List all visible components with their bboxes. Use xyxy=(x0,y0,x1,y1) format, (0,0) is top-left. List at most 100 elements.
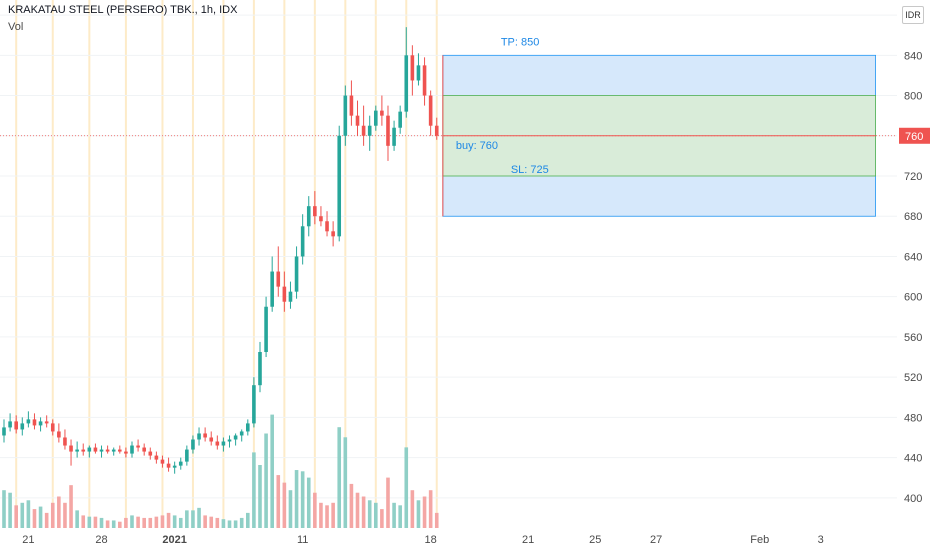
volume-bar xyxy=(239,517,244,528)
candle-body xyxy=(349,95,354,116)
candle-body xyxy=(148,451,153,456)
session-band xyxy=(191,0,194,528)
candle-body xyxy=(227,439,232,442)
candle-body xyxy=(361,125,366,136)
candle-body xyxy=(300,226,305,257)
candle-body xyxy=(386,115,390,146)
session-band xyxy=(15,0,18,528)
candle-body xyxy=(270,271,274,307)
volume-bar xyxy=(416,500,421,528)
candle-body xyxy=(258,352,262,386)
currency-badge[interactable]: IDR xyxy=(902,6,924,24)
volume-bar xyxy=(398,505,402,528)
candle-body xyxy=(373,110,378,126)
volume-bar xyxy=(172,515,177,528)
candle-body xyxy=(276,271,281,287)
candle-body xyxy=(337,135,342,237)
volume-bar xyxy=(252,452,256,528)
candle-body xyxy=(246,423,250,432)
candle-body xyxy=(130,445,134,454)
candle-body xyxy=(215,441,220,446)
y-tick-label: 600 xyxy=(904,292,922,304)
candle-body xyxy=(136,445,140,448)
candle-body xyxy=(75,449,79,452)
candle-body xyxy=(87,447,92,452)
y-tick-label: 520 xyxy=(904,372,922,384)
session-band xyxy=(124,0,127,528)
session-band xyxy=(252,0,255,528)
volume-bar xyxy=(349,483,354,528)
session-band xyxy=(88,0,91,528)
volume-bar xyxy=(422,496,427,528)
volume-bar xyxy=(294,470,299,528)
volume-bar xyxy=(148,517,153,528)
target-label: TP: 850 xyxy=(501,36,540,48)
volume-bar xyxy=(300,471,305,528)
volume-bar xyxy=(373,502,378,528)
candle-body xyxy=(63,437,67,446)
candle-body xyxy=(282,286,287,302)
volume-bar xyxy=(14,505,18,528)
volume-bar xyxy=(2,490,6,528)
volume-bar xyxy=(20,502,25,528)
y-tick-label: 560 xyxy=(904,332,922,344)
candle-body xyxy=(20,423,25,430)
candle-body xyxy=(50,423,55,432)
candle-body xyxy=(355,115,360,126)
volume-bar xyxy=(87,516,92,528)
volume-bar xyxy=(325,505,329,528)
volume-bar xyxy=(319,502,323,528)
volume-bar xyxy=(288,490,293,528)
volume-bar xyxy=(386,477,390,528)
candle-body xyxy=(343,95,348,136)
y-tick-label: 480 xyxy=(904,412,922,424)
y-tick-label: 640 xyxy=(904,251,922,263)
candle-body xyxy=(69,445,73,452)
candle-body xyxy=(124,451,128,454)
candle-body xyxy=(380,110,384,116)
volume-indicator-label[interactable]: Vol xyxy=(8,21,24,33)
volume-bar xyxy=(264,433,268,528)
candle-body xyxy=(392,127,396,146)
volume-bar xyxy=(270,414,274,528)
volume-bar xyxy=(282,482,287,528)
y-tick-label: 720 xyxy=(904,171,922,183)
volume-bar xyxy=(215,517,220,528)
x-tick-label: 25 xyxy=(589,534,601,546)
candle-body xyxy=(178,461,183,466)
candle-body xyxy=(2,427,6,436)
candle-body xyxy=(221,441,226,446)
volume-bar xyxy=(209,516,214,528)
candle-body xyxy=(288,291,293,302)
candle-body xyxy=(252,385,256,424)
volume-bar xyxy=(118,521,122,528)
candle-body xyxy=(264,306,268,352)
volume-bar xyxy=(343,437,348,528)
volume-bar xyxy=(392,502,396,528)
candle-body xyxy=(434,125,439,136)
volume-bar xyxy=(154,516,159,528)
y-tick-label: 840 xyxy=(904,50,922,62)
volume-bar xyxy=(191,510,195,528)
session-band xyxy=(435,0,438,528)
candle-body xyxy=(38,421,43,426)
y-tick-label: 400 xyxy=(904,493,922,505)
volume-bar xyxy=(233,520,238,528)
volume-bar xyxy=(178,517,183,528)
entry-label: buy: 760 xyxy=(456,140,498,152)
candle-body xyxy=(111,449,116,452)
volume-bar xyxy=(258,465,262,528)
candle-body xyxy=(142,447,146,452)
candle-body xyxy=(8,421,12,428)
candle-body xyxy=(203,433,207,438)
volume-bar xyxy=(276,475,281,528)
volume-bar xyxy=(221,519,226,528)
volume-bar xyxy=(331,502,335,528)
session-band xyxy=(374,0,377,528)
candle-body xyxy=(154,455,159,460)
volume-bar xyxy=(99,517,104,528)
volume-bar xyxy=(38,506,43,528)
session-band xyxy=(161,0,164,528)
